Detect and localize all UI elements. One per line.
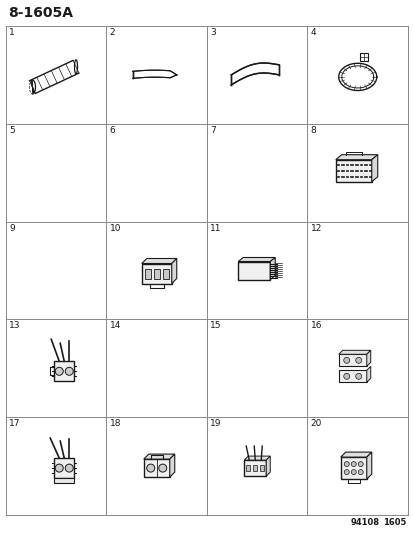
Text: 3: 3 [209,28,215,37]
Bar [338,354,366,366]
Bar [244,460,266,476]
Text: 5: 5 [9,126,15,135]
Text: 8: 8 [310,126,316,135]
Bar [143,459,169,477]
Circle shape [65,367,73,375]
Text: 12: 12 [310,224,321,232]
Text: 20: 20 [310,419,321,428]
Polygon shape [244,456,270,460]
Bar [253,465,256,471]
Bar [335,160,371,182]
Polygon shape [371,155,377,182]
Bar [340,457,366,479]
Text: 10: 10 [109,224,121,232]
Circle shape [65,464,73,472]
Text: 14: 14 [109,321,121,330]
Bar [237,262,270,279]
Polygon shape [335,155,377,160]
Bar [141,263,171,284]
Polygon shape [231,63,279,85]
Bar [54,361,74,381]
Polygon shape [338,350,370,354]
Polygon shape [340,452,371,457]
Text: 19: 19 [209,419,221,428]
Text: 13: 13 [9,321,21,330]
Circle shape [344,462,349,466]
Bar [246,465,249,471]
Circle shape [158,464,166,472]
Circle shape [350,470,356,474]
Circle shape [344,470,349,474]
Text: 1: 1 [9,28,15,37]
Bar [260,465,263,471]
Polygon shape [169,454,174,477]
Text: 94108: 94108 [350,518,379,527]
Bar [145,269,150,279]
Circle shape [146,464,154,472]
Polygon shape [366,452,371,479]
Polygon shape [171,259,176,284]
Circle shape [355,357,361,364]
Polygon shape [366,366,370,382]
Bar [338,370,366,382]
Bar [359,53,367,61]
Text: 1605: 1605 [382,518,405,527]
Polygon shape [54,478,74,483]
Polygon shape [266,456,270,476]
Circle shape [357,470,362,474]
Polygon shape [133,70,176,78]
Circle shape [55,464,63,472]
Text: 9: 9 [9,224,15,232]
Text: 8-1605A: 8-1605A [8,6,73,20]
Circle shape [55,367,63,375]
Polygon shape [237,257,275,262]
Circle shape [343,357,349,364]
Polygon shape [366,350,370,366]
Polygon shape [270,257,275,279]
Text: 17: 17 [9,419,21,428]
Circle shape [350,462,356,466]
Bar [54,458,74,478]
Text: 11: 11 [209,224,221,232]
Text: 16: 16 [310,321,321,330]
Polygon shape [141,259,176,263]
Circle shape [357,462,362,466]
Text: 15: 15 [209,321,221,330]
Polygon shape [143,454,174,459]
Text: 6: 6 [109,126,115,135]
Circle shape [355,373,361,379]
Bar [162,269,169,279]
Text: 18: 18 [109,419,121,428]
Text: 4: 4 [310,28,316,37]
Circle shape [343,373,349,379]
Text: 7: 7 [209,126,215,135]
Text: 2: 2 [109,28,115,37]
Bar [153,269,159,279]
